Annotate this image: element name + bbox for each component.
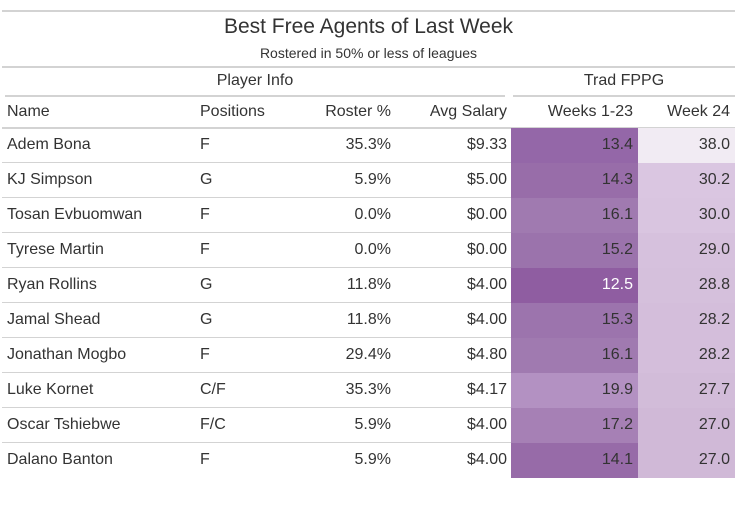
cell-week-24: 28.2	[638, 338, 735, 373]
cell-positions: F/C	[200, 416, 226, 433]
cell-roster: 5.9%	[354, 171, 391, 188]
table-top-border	[2, 10, 735, 12]
cell-roster: 35.3%	[345, 136, 391, 153]
cell-name: Oscar Tshiebwe	[7, 416, 121, 433]
cell-roster: 5.9%	[354, 416, 391, 433]
table-body: Adem Bona F 35.3% $9.33 13.4 38.0 KJ Sim…	[2, 128, 735, 478]
cell-roster: 35.3%	[345, 381, 391, 398]
table-row: Jonathan Mogbo F 29.4% $4.80 16.1 28.2	[2, 338, 735, 373]
cell-week-24: 38.0	[638, 128, 735, 163]
cell-salary: $9.33	[466, 136, 507, 153]
cell-week-24: 28.8	[638, 268, 735, 303]
cell-week-24: 27.0	[638, 408, 735, 443]
cell-positions: F	[200, 346, 210, 363]
column-header-week-24: Week 24	[667, 103, 730, 120]
cell-roster: 11.8%	[346, 276, 391, 293]
cell-name: Luke Kornet	[7, 381, 94, 398]
column-header-roster: Roster %	[325, 103, 391, 120]
column-header-name: Name	[7, 103, 50, 120]
cell-salary: $0.00	[466, 206, 507, 223]
cell-week-24: 28.2	[638, 303, 735, 338]
table-subtitle: Rostered in 50% or less of leagues	[259, 45, 478, 61]
cell-salary: $4.00	[466, 451, 507, 468]
cell-positions: G	[200, 171, 213, 188]
cell-positions: F	[200, 136, 210, 153]
cell-name: KJ Simpson	[7, 171, 93, 188]
cell-name: Jamal Shead	[7, 311, 101, 328]
cell-week-24: 29.0	[638, 233, 735, 268]
cell-name: Jonathan Mogbo	[7, 346, 127, 363]
cell-roster: 0.0%	[354, 241, 391, 258]
spanner-player-info-label: Player Info	[216, 72, 294, 89]
table-row: Tosan Evbuomwan F 0.0% $0.00 16.1 30.0	[2, 198, 735, 233]
cell-salary: $5.00	[466, 171, 507, 188]
cell-weeks-1-23: 13.4	[511, 128, 638, 163]
cell-roster: 0.0%	[354, 206, 391, 223]
cell-weeks-1-23: 17.2	[511, 408, 638, 443]
table-row: Oscar Tshiebwe F/C 5.9% $4.00 17.2 27.0	[2, 408, 735, 443]
cell-name: Adem Bona	[7, 136, 91, 153]
cell-positions: G	[200, 311, 213, 328]
spanner-rule	[5, 95, 505, 97]
column-header-positions: Positions	[200, 103, 265, 120]
cell-week-24: 30.2	[638, 163, 735, 198]
cell-salary: $4.17	[466, 381, 507, 398]
cell-weeks-1-23: 14.3	[511, 163, 638, 198]
cell-weeks-1-23: 12.5	[511, 268, 638, 303]
cell-positions: F	[200, 206, 210, 223]
cell-salary: $4.00	[466, 276, 507, 293]
cell-roster: 29.4%	[345, 346, 391, 363]
cell-salary: $4.00	[466, 416, 507, 433]
cell-week-24: 30.0	[638, 198, 735, 233]
table-title: Best Free Agents of Last Week	[223, 15, 514, 38]
cell-positions: G	[200, 276, 213, 293]
spanner-rule	[513, 95, 735, 97]
spanner-trad-fppg: Trad FPPG	[513, 67, 735, 97]
cell-salary: $4.80	[466, 346, 507, 363]
cell-weeks-1-23: 16.1	[511, 198, 638, 233]
cell-roster: 11.8%	[346, 311, 391, 328]
table-row: Jamal Shead G 11.8% $4.00 15.3 28.2	[2, 303, 735, 338]
cell-weeks-1-23: 14.1	[511, 443, 638, 478]
cell-name: Tosan Evbuomwan	[7, 206, 143, 223]
column-header-row: Name Positions Roster % Avg Salary Weeks…	[2, 97, 735, 129]
cell-positions: F	[200, 241, 210, 258]
cell-weeks-1-23: 16.1	[511, 338, 638, 373]
cell-week-24: 27.0	[638, 443, 735, 478]
column-header-salary: Avg Salary	[429, 103, 507, 120]
cell-positions: C/F	[200, 381, 226, 398]
spanner-player-info: Player Info	[5, 67, 505, 97]
column-header-weeks-1-23: Weeks 1-23	[547, 103, 633, 120]
cell-name: Dalano Banton	[7, 451, 113, 468]
cell-weeks-1-23: 15.3	[511, 303, 638, 338]
table-row: KJ Simpson G 5.9% $5.00 14.3 30.2	[2, 163, 735, 198]
cell-positions: F	[200, 451, 210, 468]
table-row: Dalano Banton F 5.9% $4.00 14.1 27.0	[2, 443, 735, 478]
cell-name: Tyrese Martin	[7, 241, 104, 258]
table-row: Adem Bona F 35.3% $9.33 13.4 38.0	[2, 128, 735, 163]
cell-roster: 5.9%	[354, 451, 391, 468]
spanner-trad-fppg-label: Trad FPPG	[583, 72, 665, 89]
cell-salary: $4.00	[466, 311, 507, 328]
table-row: Tyrese Martin F 0.0% $0.00 15.2 29.0	[2, 233, 735, 268]
table-row: Ryan Rollins G 11.8% $4.00 12.5 28.8	[2, 268, 735, 303]
heading-separator	[2, 66, 735, 68]
table-row: Luke Kornet C/F 35.3% $4.17 19.9 27.7	[2, 373, 735, 408]
cell-week-24: 27.7	[638, 373, 735, 408]
cell-name: Ryan Rollins	[7, 276, 97, 293]
cell-salary: $0.00	[466, 241, 507, 258]
cell-weeks-1-23: 19.9	[511, 373, 638, 408]
cell-weeks-1-23: 15.2	[511, 233, 638, 268]
